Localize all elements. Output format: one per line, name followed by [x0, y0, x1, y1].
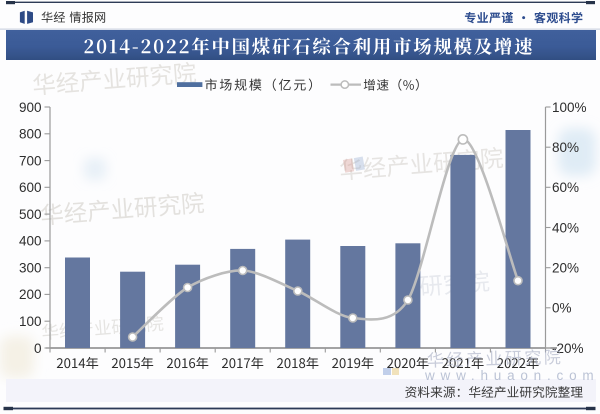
svg-text:-20%: -20%: [552, 341, 584, 356]
svg-text:900: 900: [19, 100, 42, 115]
svg-text:200: 200: [19, 287, 42, 302]
svg-text:600: 600: [19, 180, 42, 195]
svg-text:0%: 0%: [552, 301, 572, 316]
svg-text:800: 800: [19, 127, 42, 142]
svg-text:400: 400: [19, 234, 42, 249]
svg-text:60%: 60%: [552, 180, 579, 195]
svg-text:700: 700: [19, 153, 42, 168]
svg-text:300: 300: [19, 261, 42, 276]
svg-text:100%: 100%: [552, 100, 587, 115]
svg-text:80%: 80%: [552, 140, 579, 155]
svg-text:40%: 40%: [552, 220, 579, 235]
svg-text:www.huaon.com: www.huaon.com: [424, 368, 599, 383]
svg-text:100: 100: [19, 314, 42, 329]
svg-text:0: 0: [34, 341, 42, 356]
svg-text:20%: 20%: [552, 261, 579, 276]
svg-text:500: 500: [19, 207, 42, 222]
